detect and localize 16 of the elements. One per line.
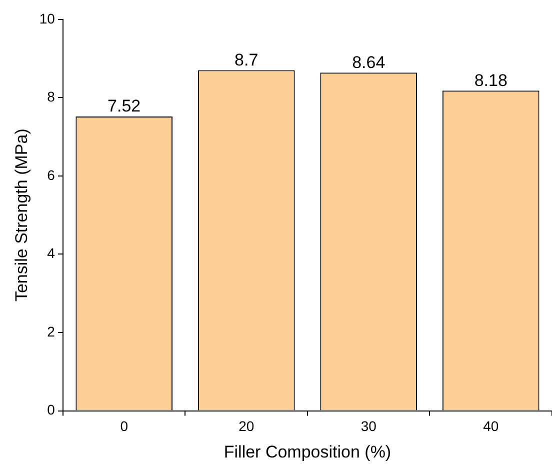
data-label: 8.7 bbox=[234, 50, 258, 70]
y-tick-label: 6 bbox=[47, 166, 56, 183]
y-tick-label: 8 bbox=[47, 88, 56, 105]
x-tick-label: 40 bbox=[483, 418, 499, 434]
x-tick-label: 30 bbox=[360, 418, 377, 434]
data-label: 7.52 bbox=[108, 96, 141, 116]
x-axis-title: Filler Composition (%) bbox=[224, 442, 392, 462]
data-label: 8.18 bbox=[474, 70, 508, 90]
data-label: 8.64 bbox=[352, 52, 386, 72]
y-tick-label: 0 bbox=[47, 402, 56, 418]
y-axis-title: Tensile Strength (MPa) bbox=[12, 128, 31, 302]
x-tick-label: 0 bbox=[120, 418, 128, 434]
y-tick-label: 2 bbox=[47, 323, 56, 340]
y-tick-label: 10 bbox=[39, 10, 56, 26]
x-tick-label: 20 bbox=[238, 418, 254, 434]
y-tick-label: 4 bbox=[47, 245, 56, 262]
